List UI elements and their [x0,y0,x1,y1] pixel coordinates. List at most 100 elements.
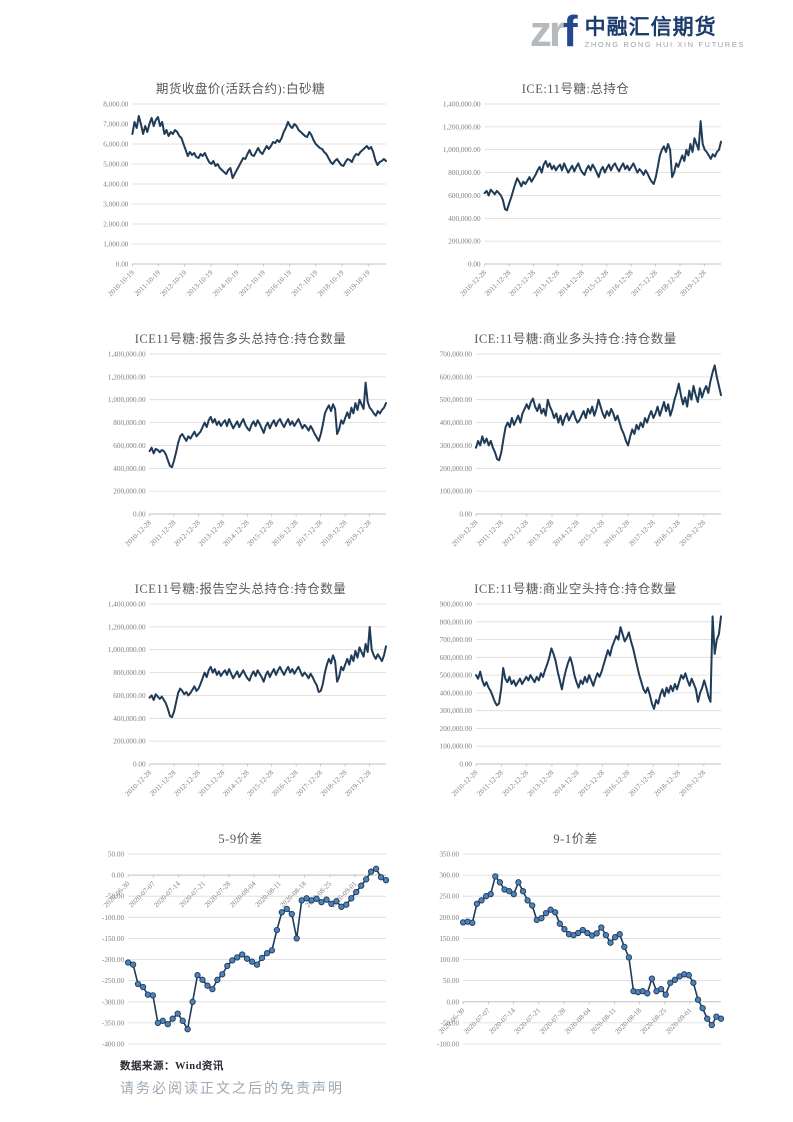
svg-text:1,200,000.00: 1,200,000.00 [108,373,146,381]
disclaimer-note: 请务必阅读正文之后的免责声明 [120,1082,344,1097]
svg-text:2010-12-28: 2010-12-28 [450,518,480,548]
svg-text:0.00: 0.00 [112,872,125,880]
svg-text:6,000.00: 6,000.00 [103,141,129,149]
svg-text:2019-12-28: 2019-12-28 [343,518,373,548]
svg-text:600,000.00: 600,000.00 [440,654,473,662]
chart-title: 9-1价差 [553,832,598,846]
svg-text:400,000.00: 400,000.00 [113,715,146,723]
chart-title: ICE11号糖:报告多头总持仓:持仓数量 [134,332,347,346]
svg-text:4,000.00: 4,000.00 [103,181,129,189]
svg-text:2020-08-04: 2020-08-04 [228,880,258,910]
chart-5-9-price-spread: 5-9价差 50.00 0.00 -50.00 -100.00 -150.00 -200.… [88,828,393,1076]
svg-text:700,000.00: 700,000.00 [440,636,473,644]
company-logo: zrf 中融汇信期货 ZHONG RONG HUI XIN FUTURES [530,10,745,54]
svg-text:2012-10-19: 2012-10-19 [159,268,189,298]
svg-text:-100.00: -100.00 [102,914,125,922]
line-chart-canvas: 1,400,000.00 1,200,000.00 1,000,000.00 800,… [108,601,387,798]
svg-text:0.00: 0.00 [133,761,146,769]
svg-text:400,000.00: 400,000.00 [113,465,146,473]
line-chart-canvas: 350.00 300.00 250.00 200.00 150.00 100.00 50.0… [437,851,725,1049]
svg-text:2019-12-28: 2019-12-28 [678,518,708,548]
svg-text:1,000,000.00: 1,000,000.00 [108,646,146,654]
svg-text:200,000.00: 200,000.00 [440,465,473,473]
chart-title: 期货收盘价(活跃合约):白砂糖 [155,82,326,96]
svg-text:2010-10-19: 2010-10-19 [106,268,136,298]
svg-text:800,000.00: 800,000.00 [113,669,146,677]
svg-text:1,200,000.00: 1,200,000.00 [443,123,481,131]
svg-text:200.00: 200.00 [439,914,459,922]
logo-zr-text: zr [529,7,566,56]
svg-text:7,000.00: 7,000.00 [103,121,129,129]
svg-text:400,000.00: 400,000.00 [440,689,473,697]
svg-text:2016-10-19: 2016-10-19 [264,268,294,298]
svg-text:2015-10-19: 2015-10-19 [237,268,267,298]
svg-text:1,400,000.00: 1,400,000.00 [108,601,146,609]
svg-text:-200.00: -200.00 [102,956,125,964]
svg-text:1,400,000.00: 1,400,000.00 [443,101,481,109]
svg-text:200,000.00: 200,000.00 [113,488,146,496]
svg-text:1,000,000.00: 1,000,000.00 [108,396,146,404]
line-chart-canvas: 50.00 0.00 -50.00 -100.00 -150.00 -200.00 -250… [102,851,390,1049]
line-chart-canvas: 1,400,000.00 1,200,000.00 1,000,000.00 800,… [443,101,722,298]
chart-title: ICE:11号糖:商业多头持仓:持仓数量 [474,332,677,346]
line-chart-canvas: 900,000.00 800,000.00 700,000.00 600,000.00… [440,601,722,798]
line-chart-canvas: 8,000.00 7,000.00 6,000.00 5,000.00 4,000.00… [103,101,387,298]
chart-ice11-commercial-short-positions: ICE:11号糖:商业空头持仓:持仓数量 900,000.00 800,000.0… [423,578,728,826]
svg-text:500,000.00: 500,000.00 [440,396,473,404]
svg-text:350.00: 350.00 [439,851,459,859]
svg-text:600,000.00: 600,000.00 [448,192,481,200]
svg-text:0.00: 0.00 [468,261,481,269]
svg-text:200,000.00: 200,000.00 [448,238,481,246]
svg-text:0.00: 0.00 [447,998,460,1006]
svg-text:8,000.00: 8,000.00 [103,101,129,109]
svg-text:400,000.00: 400,000.00 [448,215,481,223]
svg-text:2019-10-19: 2019-10-19 [342,268,372,298]
svg-text:2010-12-28: 2010-12-28 [450,768,480,798]
svg-text:900,000.00: 900,000.00 [440,601,473,609]
svg-text:-350.00: -350.00 [102,1019,125,1027]
chart-ice11-commercial-long-positions: ICE:11号糖:商业多头持仓:持仓数量 700,000.00 600,000.0… [423,328,728,576]
chart-ice11-reported-short-positions: ICE11号糖:报告空头总持仓:持仓数量 1,400,000.00 1,200,0… [88,578,393,826]
svg-text:800,000.00: 800,000.00 [113,419,146,427]
line-chart-canvas: 700,000.00 600,000.00 500,000.00 400,000.00… [440,351,722,548]
company-name-en: ZHONG RONG HUI XIN FUTURES [584,39,745,49]
svg-text:2019-12-28: 2019-12-28 [678,268,708,298]
svg-text:800,000.00: 800,000.00 [448,169,481,177]
chart-title: ICE:11号糖:商业空头持仓:持仓数量 [474,582,677,596]
chart-title: ICE11号糖:报告空头总持仓:持仓数量 [134,582,347,596]
logo-wordmark: 中融汇信期货 ZHONG RONG HUI XIN FUTURES [585,16,745,49]
line-chart-canvas: 1,400,000.00 1,200,000.00 1,000,000.00 800,… [108,351,387,548]
svg-text:800,000.00: 800,000.00 [440,618,473,626]
svg-text:100.00: 100.00 [439,956,459,964]
svg-text:200,000.00: 200,000.00 [113,738,146,746]
svg-text:250.00: 250.00 [439,893,459,901]
svg-text:2014-10-19: 2014-10-19 [211,268,241,298]
svg-text:1,200,000.00: 1,200,000.00 [108,623,146,631]
svg-text:-50.00: -50.00 [106,893,125,901]
svg-text:600,000.00: 600,000.00 [440,373,473,381]
chart-title: 5-9价差 [218,832,263,846]
svg-text:2020-08-04: 2020-08-04 [563,1006,593,1036]
svg-text:-300.00: -300.00 [102,998,125,1006]
chart-grid: 期货收盘价(活跃合约):白砂糖 8,000.00 7,000.00 6,000.00… [88,78,743,1076]
svg-text:0.00: 0.00 [116,261,129,269]
svg-text:1,000.00: 1,000.00 [103,241,129,249]
svg-text:2013-10-19: 2013-10-19 [185,268,215,298]
svg-text:2019-12-28: 2019-12-28 [343,768,373,798]
svg-text:-400.00: -400.00 [102,1041,125,1049]
svg-text:150.00: 150.00 [439,935,459,943]
svg-text:50.00: 50.00 [108,851,125,859]
data-source-note: 数据来源：Wind资讯 [120,1061,224,1072]
svg-text:2017-10-19: 2017-10-19 [290,268,320,298]
svg-text:-100.00: -100.00 [437,1041,460,1049]
svg-text:0.00: 0.00 [133,511,146,519]
page-footer: 数据来源：Wind资讯 请务必阅读正文之后的免责声明 [120,1058,344,1098]
chart-title: ICE:11号糖:总持仓 [521,82,630,96]
svg-text:100,000.00: 100,000.00 [440,488,473,496]
svg-text:700,000.00: 700,000.00 [440,351,473,359]
svg-text:50.00: 50.00 [443,977,460,985]
svg-text:1,000,000.00: 1,000,000.00 [443,146,481,154]
chart-sugar-futures-close: 期货收盘价(活跃合约):白砂糖 8,000.00 7,000.00 6,000.00… [88,78,393,326]
svg-text:3,000.00: 3,000.00 [103,201,129,209]
svg-text:100,000.00: 100,000.00 [440,743,473,751]
